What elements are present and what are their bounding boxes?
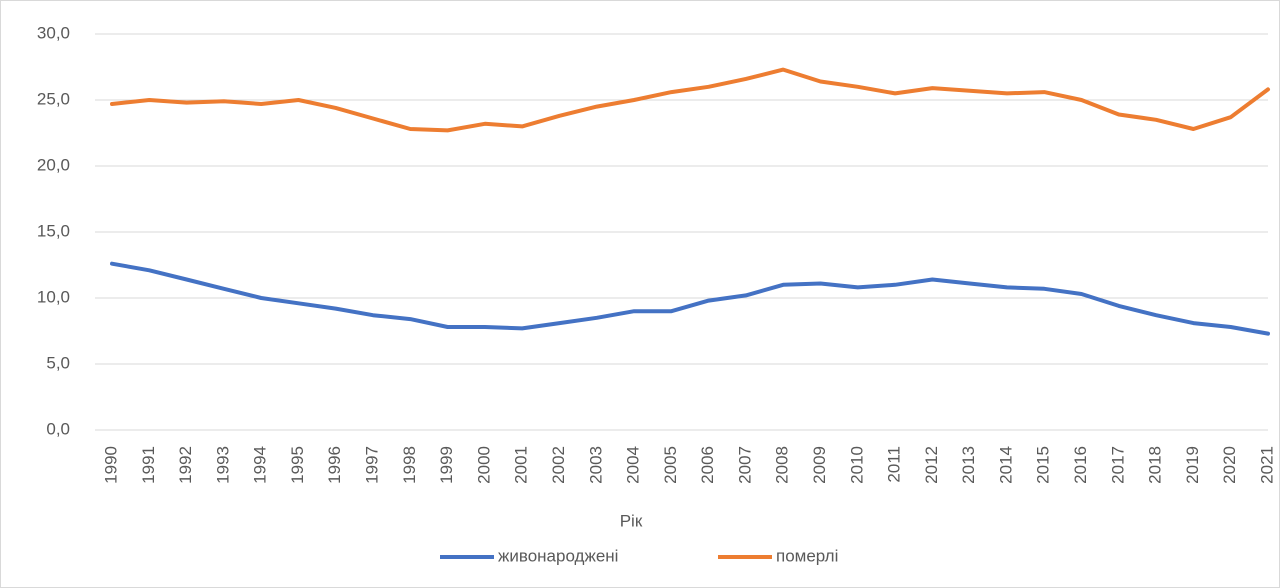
x-tick-label: 2001 xyxy=(512,446,531,484)
x-tick-label: 2018 xyxy=(1146,446,1165,484)
series-line xyxy=(110,261,1270,336)
x-tick-label: 1997 xyxy=(363,446,382,484)
x-tick-label: 1990 xyxy=(101,446,120,484)
x-tick-label: 2000 xyxy=(474,446,493,484)
x-tick-label: 2007 xyxy=(735,446,754,484)
x-tick-label: 2003 xyxy=(586,446,605,484)
x-tick-label: 1993 xyxy=(213,446,232,484)
x-tick-label: 2005 xyxy=(661,446,680,484)
legend-label: живонароджені xyxy=(498,546,618,565)
y-tick-label: 30,0 xyxy=(37,23,70,42)
x-tick-label: 1995 xyxy=(288,446,307,484)
x-tick-label: 2014 xyxy=(996,446,1015,484)
x-axis-title: Рік xyxy=(620,511,643,530)
x-tick-label: 2012 xyxy=(922,446,941,484)
x-tick-label: 2015 xyxy=(1034,446,1053,484)
x-tick-label: 2006 xyxy=(698,446,717,484)
legend-label: померлі xyxy=(776,546,838,565)
x-tick-label: 1998 xyxy=(400,446,419,484)
y-tick-label: 20,0 xyxy=(37,155,70,174)
x-tick-label: 2011 xyxy=(885,446,904,483)
x-tick-label: 2010 xyxy=(847,446,866,484)
x-tick-label: 1991 xyxy=(139,446,158,484)
series-line xyxy=(110,67,1270,133)
x-tick-label: 1996 xyxy=(325,446,344,484)
y-tick-label: 10,0 xyxy=(37,287,70,306)
y-tick-label: 0,0 xyxy=(46,419,70,438)
x-tick-label: 2021 xyxy=(1257,446,1276,484)
x-tick-label: 2020 xyxy=(1220,446,1239,484)
x-tick-label: 1992 xyxy=(176,446,195,484)
x-tick-label: 2019 xyxy=(1183,446,1202,484)
x-tick-label: 2016 xyxy=(1071,446,1090,484)
x-tick-label: 1999 xyxy=(437,446,456,484)
y-tick-label: 25,0 xyxy=(37,89,70,108)
x-tick-label: 2017 xyxy=(1108,446,1127,484)
x-tick-label: 2008 xyxy=(773,446,792,484)
x-tick-label: 2013 xyxy=(959,446,978,484)
x-tick-label: 2009 xyxy=(810,446,829,484)
y-tick-label: 15,0 xyxy=(37,221,70,240)
y-tick-label: 5,0 xyxy=(46,353,70,372)
x-tick-label: 2004 xyxy=(624,446,643,484)
x-tick-label: 1994 xyxy=(251,446,270,484)
x-tick-label: 2002 xyxy=(549,446,568,484)
